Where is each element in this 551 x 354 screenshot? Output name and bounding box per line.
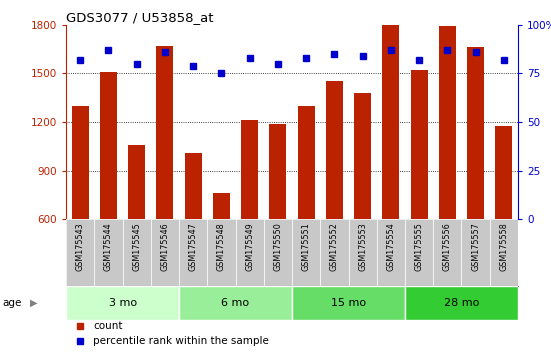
Text: 15 mo: 15 mo [331, 298, 366, 308]
Text: GSM175550: GSM175550 [273, 223, 283, 272]
Text: GSM175552: GSM175552 [330, 223, 339, 272]
Text: count: count [93, 321, 123, 331]
Text: 3 mo: 3 mo [109, 298, 137, 308]
Bar [156, 46, 174, 219]
Bar [66, 219, 94, 286]
Bar [405, 219, 433, 286]
Bar [377, 219, 405, 286]
Bar [269, 125, 287, 219]
Text: GSM175545: GSM175545 [132, 223, 141, 272]
Bar [326, 81, 343, 219]
Bar [264, 219, 292, 286]
Bar [433, 219, 461, 286]
Text: percentile rank within the sample: percentile rank within the sample [93, 336, 269, 347]
Bar [292, 219, 320, 286]
Text: GSM175554: GSM175554 [386, 223, 396, 272]
Text: GSM175556: GSM175556 [443, 223, 452, 272]
Bar [405, 286, 518, 320]
Text: GSM175557: GSM175557 [471, 223, 480, 272]
Bar [490, 219, 518, 286]
Text: GDS3077 / U53858_at: GDS3077 / U53858_at [66, 11, 214, 24]
Bar [292, 286, 405, 320]
Text: ▶: ▶ [30, 298, 38, 308]
Bar [179, 286, 292, 320]
Bar [151, 219, 179, 286]
Bar [298, 106, 315, 219]
Bar [467, 47, 484, 219]
Text: age: age [3, 298, 22, 308]
Bar [185, 153, 202, 219]
Bar [241, 120, 258, 219]
Bar [461, 219, 490, 286]
Bar [179, 219, 207, 286]
Bar [348, 219, 377, 286]
Bar [66, 286, 179, 320]
Bar [122, 219, 151, 286]
Bar [439, 27, 456, 219]
Text: GSM175546: GSM175546 [160, 223, 170, 271]
Text: GSM175543: GSM175543 [75, 223, 85, 271]
Bar [72, 106, 89, 219]
Bar [495, 126, 512, 219]
Bar [382, 25, 399, 219]
Bar [320, 219, 348, 286]
Text: GSM175555: GSM175555 [414, 223, 424, 272]
Text: GSM175548: GSM175548 [217, 223, 226, 271]
Text: 6 mo: 6 mo [222, 298, 250, 308]
Text: GSM175551: GSM175551 [301, 223, 311, 272]
Bar [235, 219, 264, 286]
Bar [100, 72, 117, 219]
Text: GSM175549: GSM175549 [245, 223, 254, 272]
Bar [213, 193, 230, 219]
Text: GSM175553: GSM175553 [358, 223, 367, 272]
Bar [128, 145, 145, 219]
Text: 28 mo: 28 mo [444, 298, 479, 308]
Bar [354, 93, 371, 219]
Text: GSM175558: GSM175558 [499, 223, 509, 272]
Bar [410, 70, 428, 219]
Bar [207, 219, 235, 286]
Text: GSM175544: GSM175544 [104, 223, 113, 271]
Text: GSM175547: GSM175547 [188, 223, 198, 272]
Bar [94, 219, 122, 286]
